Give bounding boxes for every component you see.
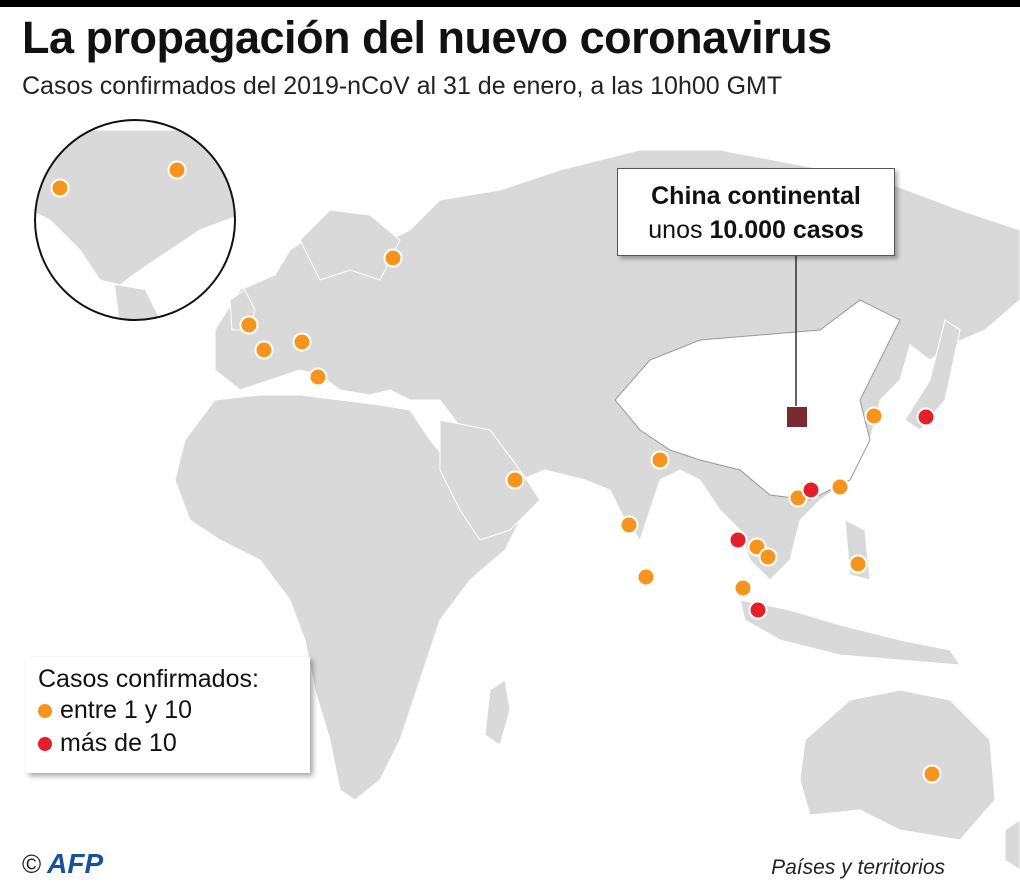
scandinavia xyxy=(299,209,401,281)
indonesia xyxy=(739,599,961,666)
marker-1-to-10 xyxy=(308,367,328,387)
inset-border xyxy=(34,119,236,321)
legend-item-high: más de 10 xyxy=(38,727,298,760)
marker-1-to-10 xyxy=(239,315,259,335)
marker-1-to-10 xyxy=(733,578,753,598)
marker-1-to-10 xyxy=(505,470,525,490)
orange-dot-icon xyxy=(38,703,52,718)
page-title: La propagación del nuevo coronavirus xyxy=(22,12,832,63)
marker-1-to-10 xyxy=(848,554,868,574)
callout-prefix: unos xyxy=(648,216,710,244)
marker-more-than-10 xyxy=(728,530,748,550)
north-america-inset xyxy=(35,120,235,320)
footnote: Países y territorios xyxy=(771,856,945,879)
legend: Casos confirmados: entre 1 y 10 más de 1… xyxy=(26,657,310,773)
arabia xyxy=(439,419,541,541)
afp-logo: AFP xyxy=(47,848,104,879)
marker-1-to-10 xyxy=(830,477,850,497)
top-bar xyxy=(0,0,1020,7)
marker-1-to-10 xyxy=(254,340,274,360)
legend-title: Casos confirmados: xyxy=(38,665,259,693)
callout-line2: unos 10.000 casos xyxy=(618,213,894,247)
marker-more-than-10 xyxy=(748,600,768,620)
japan xyxy=(904,319,961,431)
red-dot-icon xyxy=(38,736,52,751)
madagascar xyxy=(484,679,511,746)
marker-1-to-10 xyxy=(864,406,884,426)
marker-1-to-10 xyxy=(619,515,639,535)
marker-1-to-10 xyxy=(758,547,778,567)
australia xyxy=(799,689,996,841)
marker-1-to-10 xyxy=(922,764,942,784)
credit: © AFP xyxy=(22,848,103,880)
marker-more-than-10 xyxy=(916,407,936,427)
subtitle: Casos confirmados del 2019-nCoV al 31 de… xyxy=(22,72,783,100)
marker-1-to-10 xyxy=(383,248,403,268)
legend-label: más de 10 xyxy=(60,729,177,757)
copyright-symbol: © xyxy=(22,848,42,879)
legend-label: entre 1 y 10 xyxy=(60,696,193,724)
marker-1-to-10 xyxy=(292,332,312,352)
china-marker xyxy=(786,406,808,428)
marker-1-to-10 xyxy=(650,450,670,470)
marker-1-to-10 xyxy=(167,160,187,180)
marker-more-than-10 xyxy=(801,480,821,500)
legend-item-low: entre 1 y 10 xyxy=(38,694,298,727)
callout-line1: China continental xyxy=(651,182,861,210)
africa xyxy=(174,394,521,801)
callout-count: 10.000 casos xyxy=(709,216,864,244)
newzealand xyxy=(1004,819,1020,871)
marker-1-to-10 xyxy=(50,178,70,198)
china-callout: China continental unos 10.000 casos xyxy=(617,168,895,256)
marker-1-to-10 xyxy=(636,567,656,587)
